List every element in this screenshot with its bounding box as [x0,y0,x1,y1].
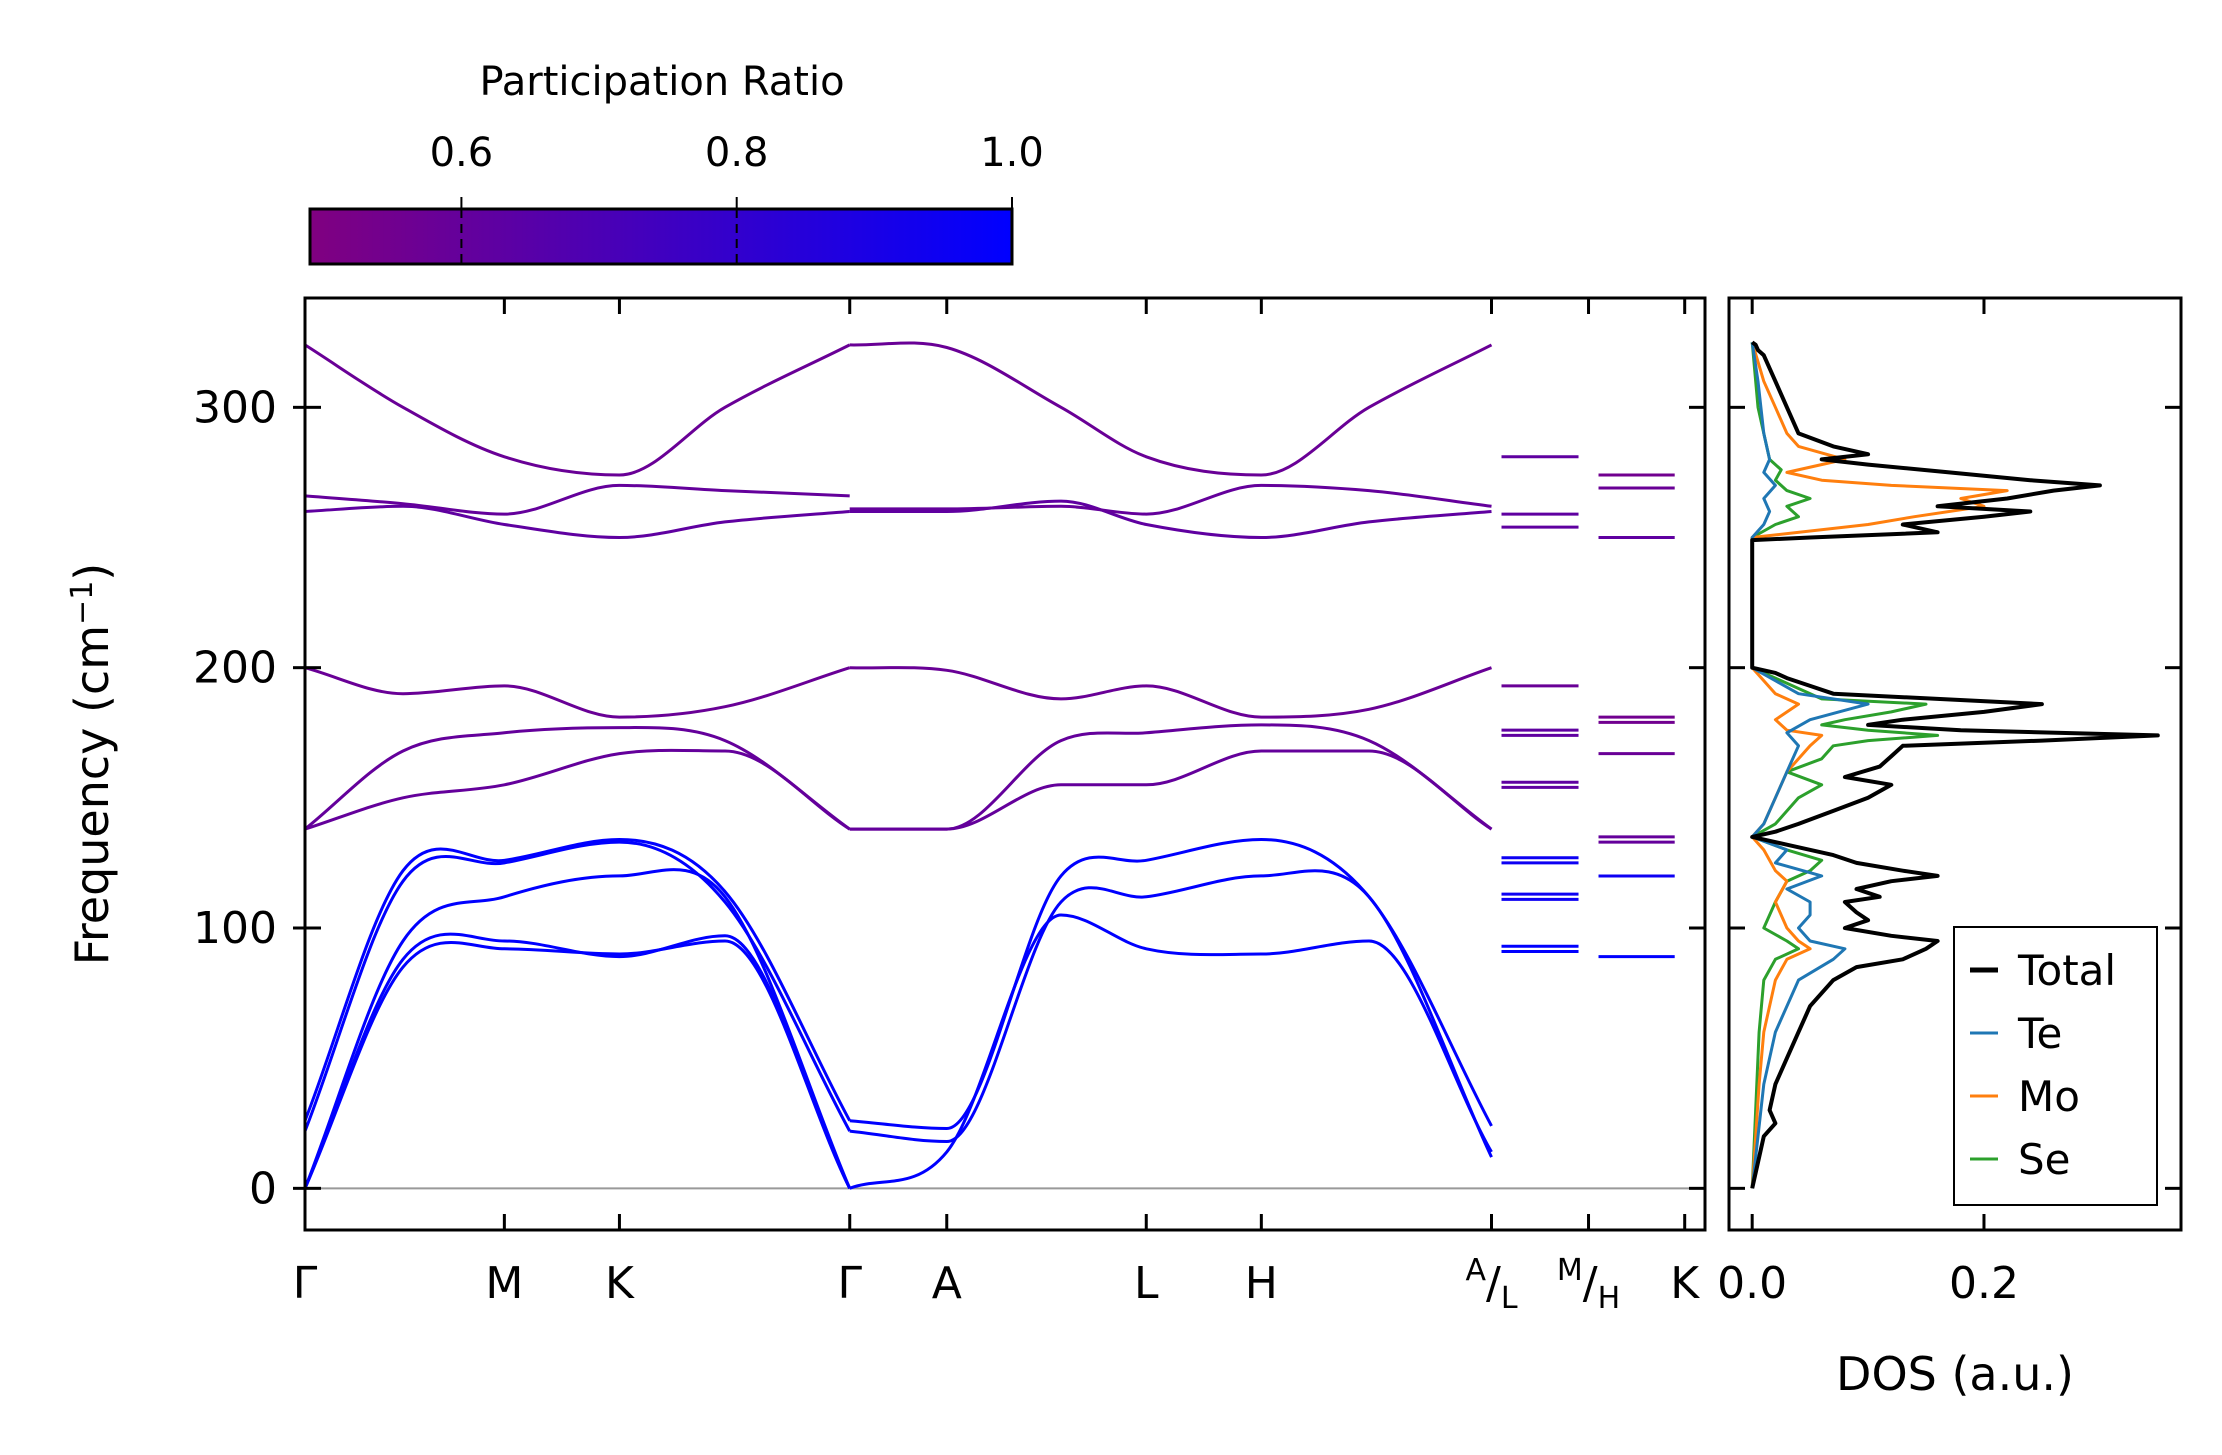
band-path-split-label: A/L [1465,1253,1517,1316]
band-path-label: Γ [837,1258,862,1309]
band-acoustic-4 [305,840,852,1132]
dos-xtick-label: 0.2 [1949,1258,2019,1309]
band-optical-6 [305,343,851,477]
band-path-label: M [485,1258,523,1309]
band-path-label: H [1245,1258,1278,1309]
legend-label-se: Se [2018,1135,2071,1184]
band-optical-4 [305,504,850,539]
dos-line-se [1750,342,1940,1189]
band-acoustic-6 [849,913,1493,1190]
split-label-upper: A [1465,1253,1486,1288]
dos-legend: Total Te Mo Se [1953,926,2158,1206]
split-label-slash: / [1583,1258,1598,1309]
legend-label-total: Total [2017,946,2116,995]
band-acoustic-1 [305,939,852,1189]
band-optical-7 [849,749,1493,831]
band-y-axis-label: Frequency (cm−1) [65,563,119,966]
ylabel-tail: ) [65,563,119,581]
band-optical-12 [849,341,1493,477]
dos-xtick-label: 0.0 [1717,1258,1787,1309]
band-optical-9 [849,666,1492,719]
band-optical-1 [305,748,851,831]
band-path-label: A [932,1258,962,1309]
dos-panel: 0.0 0.2 DOS (a.u.) Total Te Mo Se [1717,296,2183,1401]
band-acoustic-7 [849,869,1493,1158]
dos-axes-frame [1727,296,2183,1232]
band-optical-2 [305,726,851,831]
colorbar-tick-label: 1.0 [980,130,1044,176]
band-optical-8 [849,723,1493,831]
colorbar-tick-label: 0.6 [430,130,494,176]
band-path-split-label: M/H [1557,1253,1620,1316]
band-ytick-label: 0 [249,1163,277,1214]
band-acoustic-2 [305,932,852,1189]
band-acoustic-3 [305,868,852,1189]
band-ytick-label: 200 [193,643,277,694]
split-label-lower: L [1501,1281,1518,1316]
band-acoustic-8 [849,838,1493,1130]
dos-x-axis-label: DOS (a.u.) [1836,1347,2074,1401]
band-optical-10 [849,499,1492,539]
colorbar-label: Participation Ratio [479,59,844,105]
band-optical-11 [849,483,1492,516]
band-path-label: L [1134,1258,1159,1309]
split-label-lower: H [1598,1281,1621,1316]
band-ytick-label: 100 [193,903,277,954]
ylabel-superscript: −1 [65,581,100,625]
band-path-label: Γ [293,1258,318,1309]
band-ytick-label: 300 [193,382,277,433]
dos-line-mo [1750,341,2009,1189]
legend-label-te: Te [2017,1009,2062,1058]
band-path-label: K [1670,1258,1700,1309]
band-acoustic-5 [305,838,852,1122]
colorbar: Participation Ratio 0.6 0.8 1.0 [308,59,1044,266]
band-optical-3 [305,666,851,719]
split-label-slash: / [1486,1258,1501,1309]
band-path-label: K [605,1258,635,1309]
ylabel-main: Frequency (cm [65,625,119,965]
colorbar-gradient [308,207,1014,266]
band-optical-5 [305,483,850,516]
colorbar-tick-label: 0.8 [705,130,769,176]
split-label-upper: M [1557,1253,1583,1288]
dos-line-te [1750,342,1870,1189]
legend-label-mo: Mo [2018,1072,2080,1121]
dos-line-total [1750,340,2160,1189]
band-axes-frame [303,296,1707,1232]
